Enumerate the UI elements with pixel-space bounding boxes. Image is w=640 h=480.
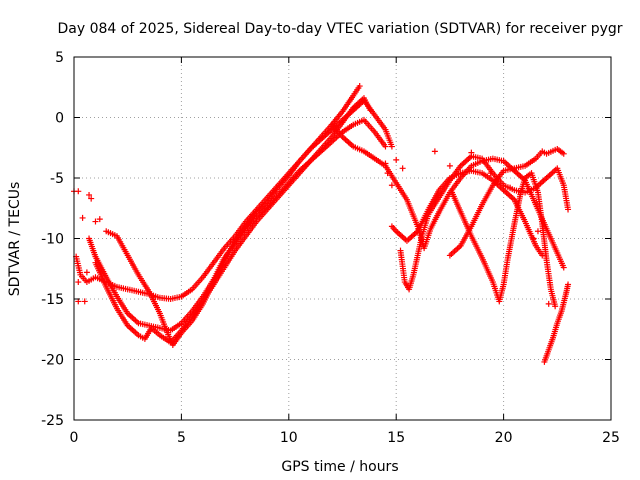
data-point <box>88 195 95 202</box>
data-point <box>388 143 395 150</box>
data-point <box>75 279 82 286</box>
data-point <box>487 170 494 177</box>
y-tick-label: 0 <box>55 111 64 127</box>
axis-ticks <box>73 56 612 421</box>
data-point <box>86 191 93 198</box>
chart-title: Day 084 of 2025, Sidereal Day-to-day VTE… <box>57 21 622 37</box>
y-tick-label: -10 <box>41 232 64 248</box>
data-point <box>545 300 552 307</box>
x-tick-label: 5 <box>177 430 186 446</box>
data-point <box>565 206 572 213</box>
x-tick-label: 15 <box>387 430 405 446</box>
data-point <box>446 162 453 169</box>
data-point <box>565 281 572 288</box>
y-tick-label: -20 <box>41 353 64 369</box>
data-point <box>96 216 103 223</box>
y-tick-label: 5 <box>55 50 64 66</box>
data-point <box>393 156 400 163</box>
data-point <box>507 184 514 191</box>
axis-tick-labels: 0 5 10 15 20 25 -25 -20 -15 -10 -5 0 5 <box>41 50 620 446</box>
data-point <box>75 188 82 195</box>
data-point <box>384 170 391 177</box>
data-point <box>388 182 395 189</box>
data-point <box>79 214 86 221</box>
data-point <box>560 264 567 271</box>
x-tick-label: 25 <box>602 430 620 446</box>
data-point <box>530 235 537 242</box>
y-tick-label: -15 <box>41 292 64 308</box>
data-point <box>81 298 88 305</box>
data-point <box>83 269 90 276</box>
data-points <box>71 83 572 365</box>
y-axis-label: SDTVAR / TECUs <box>7 182 23 297</box>
y-tick-label: -25 <box>41 413 64 429</box>
x-axis-label: GPS time / hours <box>281 459 398 475</box>
y-tick-label: -5 <box>50 171 64 187</box>
data-point <box>382 143 389 150</box>
data-point <box>399 165 406 172</box>
x-tick-label: 10 <box>280 430 298 446</box>
x-tick-label: 0 <box>70 430 79 446</box>
data-point <box>431 148 438 155</box>
data-point <box>382 160 389 167</box>
x-tick-label: 20 <box>495 430 513 446</box>
data-point <box>552 303 559 310</box>
data-point <box>92 218 99 225</box>
data-point <box>468 149 475 156</box>
data-point <box>534 228 541 235</box>
data-point <box>356 83 363 90</box>
data-point <box>560 150 567 157</box>
